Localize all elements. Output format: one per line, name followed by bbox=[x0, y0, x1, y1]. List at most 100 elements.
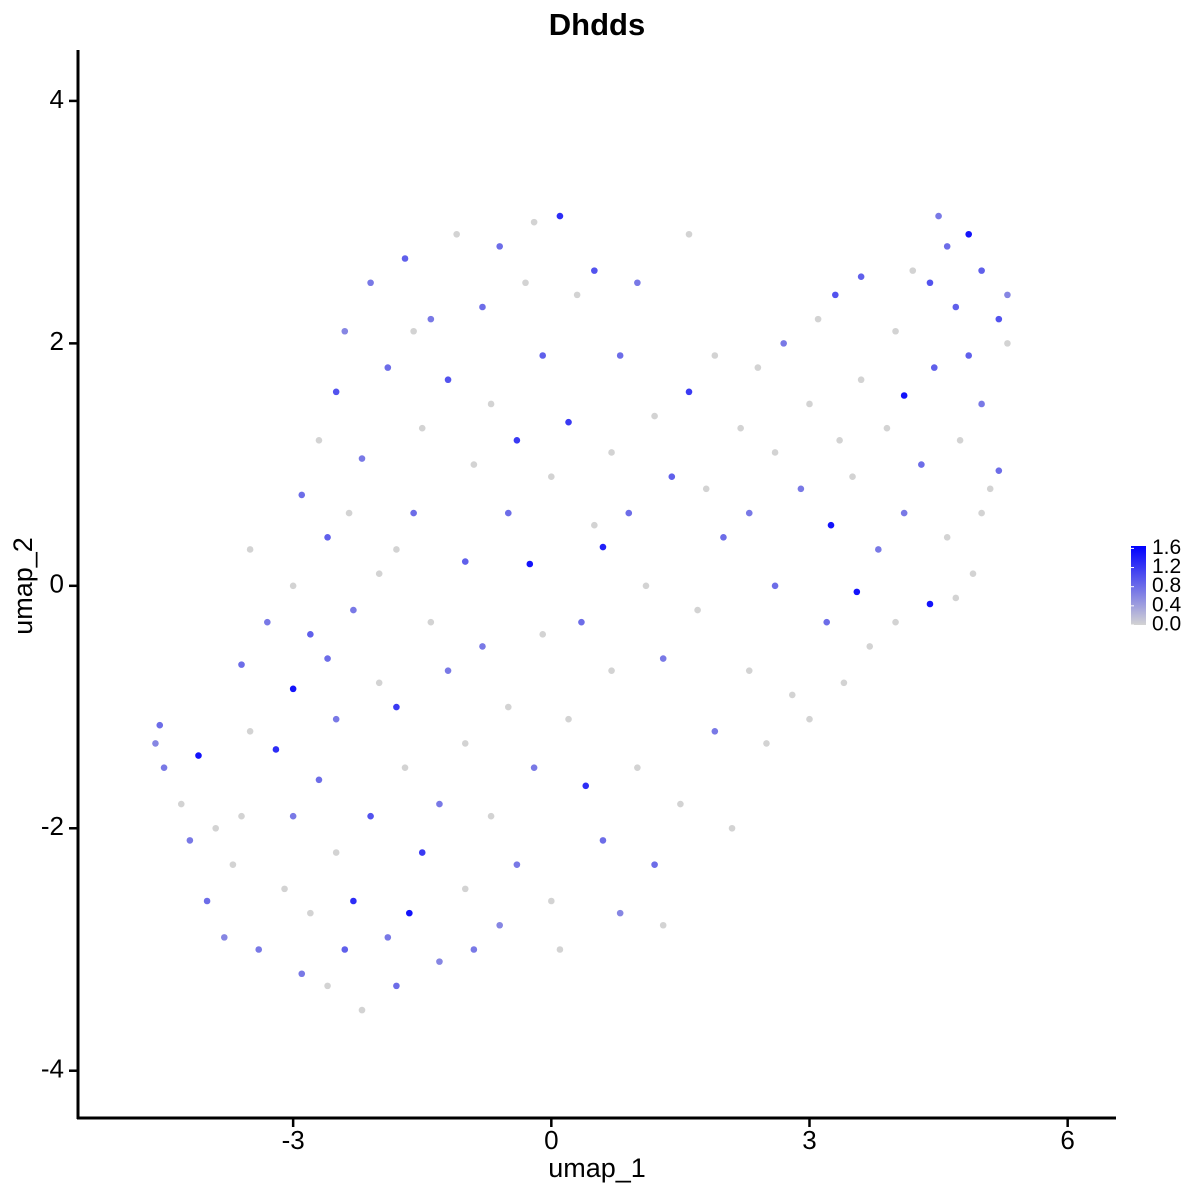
point bbox=[548, 473, 555, 481]
point bbox=[754, 364, 762, 371]
point bbox=[720, 534, 727, 541]
point bbox=[289, 812, 297, 820]
point bbox=[969, 570, 977, 577]
point bbox=[406, 909, 413, 917]
point bbox=[186, 837, 194, 844]
point bbox=[814, 315, 822, 323]
point bbox=[367, 279, 374, 287]
point bbox=[195, 752, 202, 759]
point bbox=[582, 782, 590, 790]
point bbox=[470, 461, 478, 468]
point bbox=[892, 618, 899, 626]
point bbox=[358, 1006, 366, 1014]
point bbox=[504, 509, 512, 517]
point bbox=[307, 631, 314, 638]
point bbox=[930, 364, 938, 371]
point bbox=[995, 467, 1003, 474]
colorbar-tick-label: 1.6 bbox=[1152, 536, 1181, 559]
point bbox=[401, 255, 409, 262]
x-tick-label: -3 bbox=[282, 1125, 305, 1155]
point bbox=[625, 509, 633, 517]
point bbox=[410, 327, 417, 335]
point bbox=[436, 958, 443, 965]
point bbox=[479, 303, 486, 311]
point bbox=[444, 376, 452, 384]
point bbox=[952, 594, 960, 602]
point bbox=[496, 921, 503, 929]
x-tick-label: 3 bbox=[802, 1125, 816, 1155]
point bbox=[573, 291, 581, 299]
point bbox=[418, 424, 426, 432]
point bbox=[788, 691, 796, 699]
point bbox=[427, 315, 435, 323]
colorbar-tick-label: 1.2 bbox=[1152, 555, 1181, 578]
point bbox=[513, 861, 521, 868]
point bbox=[324, 534, 331, 541]
colorbar-tick-label: 0.8 bbox=[1152, 574, 1181, 597]
point bbox=[797, 485, 805, 493]
point bbox=[780, 340, 787, 347]
point bbox=[634, 279, 641, 287]
point bbox=[203, 897, 211, 905]
x-axis-label: umap_1 bbox=[548, 1153, 646, 1183]
point bbox=[289, 685, 297, 693]
point bbox=[246, 727, 254, 735]
y-tick-label: 0 bbox=[50, 569, 64, 599]
point bbox=[771, 582, 779, 590]
point bbox=[522, 279, 529, 287]
y-tick-label: -2 bbox=[41, 811, 64, 841]
point bbox=[651, 412, 658, 420]
point bbox=[307, 909, 314, 917]
point bbox=[298, 970, 306, 978]
point bbox=[539, 352, 547, 359]
point bbox=[496, 243, 503, 250]
point bbox=[444, 667, 452, 674]
y-tick-label: -4 bbox=[41, 1054, 64, 1084]
point bbox=[965, 352, 973, 359]
point bbox=[375, 570, 383, 577]
point bbox=[526, 560, 534, 568]
point bbox=[367, 812, 374, 820]
point bbox=[866, 643, 874, 650]
point bbox=[659, 921, 667, 929]
point bbox=[281, 885, 288, 893]
point bbox=[341, 946, 349, 953]
point bbox=[461, 885, 469, 893]
point bbox=[427, 618, 435, 626]
point bbox=[229, 861, 237, 868]
point bbox=[556, 946, 564, 953]
x-tick-label: 0 bbox=[544, 1125, 558, 1155]
point bbox=[883, 424, 891, 432]
point bbox=[324, 982, 331, 990]
point bbox=[530, 764, 538, 771]
point bbox=[806, 400, 813, 408]
colorbar-tick-label: 0.4 bbox=[1152, 593, 1182, 616]
point bbox=[599, 543, 607, 551]
point bbox=[238, 661, 245, 668]
point bbox=[410, 509, 417, 517]
point bbox=[401, 764, 409, 771]
point bbox=[857, 376, 865, 384]
point bbox=[255, 946, 263, 953]
point bbox=[272, 746, 280, 753]
point bbox=[771, 449, 779, 456]
point bbox=[479, 643, 486, 650]
point bbox=[875, 546, 882, 553]
point bbox=[220, 934, 228, 941]
point bbox=[393, 703, 400, 711]
point bbox=[461, 740, 469, 747]
point bbox=[487, 400, 495, 408]
point bbox=[599, 837, 607, 844]
point bbox=[393, 546, 400, 553]
point bbox=[986, 485, 994, 493]
point bbox=[965, 230, 973, 238]
point bbox=[978, 509, 985, 517]
point bbox=[375, 679, 383, 687]
point bbox=[470, 946, 478, 953]
point bbox=[212, 824, 219, 832]
point bbox=[935, 212, 942, 220]
point bbox=[745, 509, 753, 517]
point bbox=[345, 509, 353, 517]
point bbox=[668, 473, 676, 481]
